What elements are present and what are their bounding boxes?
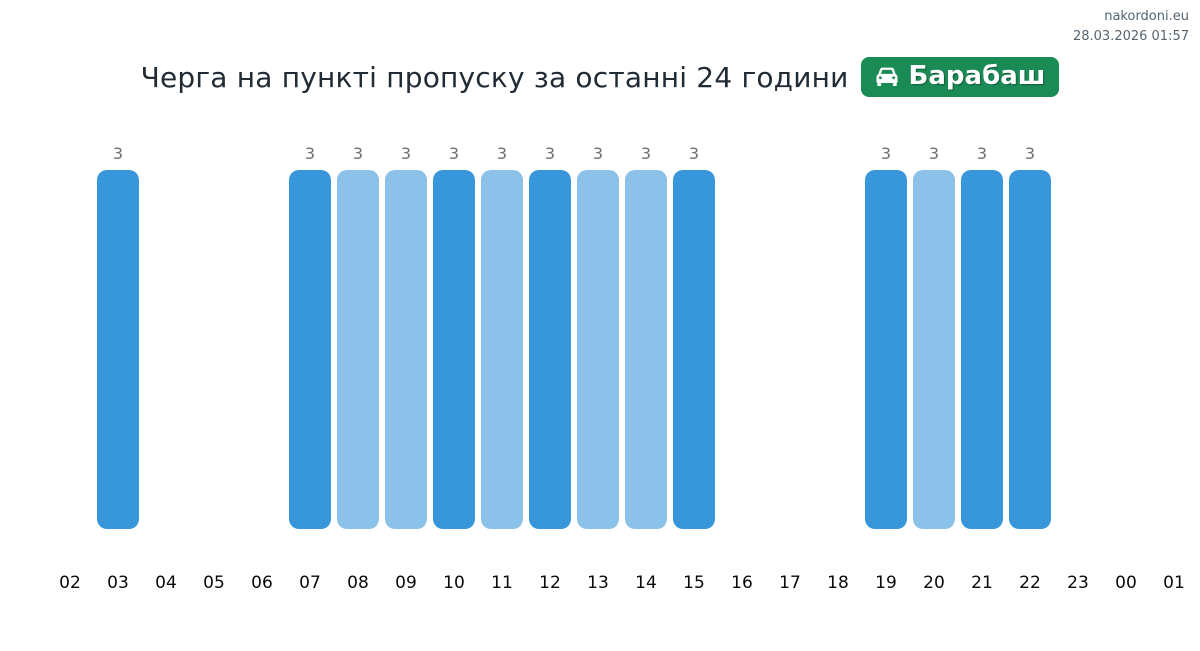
- bar-column: 3: [910, 146, 958, 529]
- timestamp: 28.03.2026 01:57: [1072, 29, 1189, 45]
- x-axis-label: 20: [923, 573, 945, 593]
- checkpoint-badge[interactable]: Барабаш: [860, 57, 1060, 97]
- x-axis-label: 00: [1115, 573, 1137, 593]
- bar[interactable]: [865, 170, 907, 529]
- bar-value-label: 3: [496, 144, 508, 163]
- x-axis-label: 21: [971, 573, 993, 593]
- bar[interactable]: [1009, 170, 1051, 529]
- bar[interactable]: [961, 170, 1003, 529]
- bar-column: 3: [94, 146, 142, 529]
- x-axis-label: 15: [683, 573, 705, 593]
- bar[interactable]: [97, 170, 139, 529]
- bar[interactable]: [913, 170, 955, 529]
- x-axis-label: 02: [59, 573, 81, 593]
- bar-column: 3: [574, 146, 622, 529]
- site-meta: nakordoni.eu 28.03.2026 01:57: [1073, 7, 1189, 47]
- x-axis-label: 14: [635, 573, 657, 593]
- x-axis-label: 09: [395, 573, 417, 593]
- bar-value-label: 3: [688, 144, 700, 163]
- checkpoint-name: Барабаш: [908, 61, 1046, 91]
- bar[interactable]: [433, 170, 475, 529]
- bar[interactable]: [337, 170, 379, 529]
- x-axis-label: 10: [443, 573, 465, 593]
- x-axis-label: 11: [491, 573, 513, 593]
- bar-column: 3: [862, 146, 910, 529]
- x-axis-label: 04: [155, 573, 177, 593]
- x-axis-label: 03: [107, 573, 129, 593]
- x-axis-label: 12: [539, 573, 561, 593]
- bar-value-label: 3: [880, 144, 892, 163]
- x-axis-label: 01: [1163, 573, 1185, 593]
- bar-column: 3: [286, 146, 334, 529]
- bar-chart: 3 3 3 3 3 3 3 3 3 3 3 3 3 3 02 03 04 05 06 07 08 09 10 11 12 13 1…: [46, 134, 1198, 594]
- bar-value-label: 3: [448, 144, 460, 163]
- bar-value-label: 3: [400, 144, 412, 163]
- bar[interactable]: [481, 170, 523, 529]
- bar[interactable]: [625, 170, 667, 529]
- bar-value-label: 3: [592, 144, 604, 163]
- bar[interactable]: [673, 170, 715, 529]
- x-axis-label: 13: [587, 573, 609, 593]
- x-axis-label: 18: [827, 573, 849, 593]
- bar-column: 3: [526, 146, 574, 529]
- bar-column: 3: [382, 146, 430, 529]
- bar-column: 3: [334, 146, 382, 529]
- chart-title: Черга на пункті пропуску за останні 24 г…: [140, 60, 849, 94]
- x-axis-row: 02 03 04 05 06 07 08 09 10 11 12 13 14 15 16 17 18 19 20 21…: [46, 573, 1198, 593]
- bar-value-label: 3: [1024, 144, 1036, 163]
- bar[interactable]: [385, 170, 427, 529]
- bar-column: 3: [622, 146, 670, 529]
- bar-column: 3: [1006, 146, 1054, 529]
- x-axis-label: 08: [347, 573, 369, 593]
- x-axis-label: 05: [203, 573, 225, 593]
- bar-value-label: 3: [544, 144, 556, 163]
- bar[interactable]: [529, 170, 571, 529]
- bar-value-label: 3: [928, 144, 940, 163]
- x-axis-label: 07: [299, 573, 321, 593]
- bar-column: 3: [430, 146, 478, 529]
- x-axis-label: 06: [251, 573, 273, 593]
- bars-row: 3 3 3 3 3 3 3 3 3 3 3 3 3 3: [46, 134, 1198, 529]
- site-name: nakordoni.eu: [1104, 9, 1189, 24]
- bar-value-label: 3: [112, 144, 124, 163]
- x-axis-label: 19: [875, 573, 897, 593]
- x-axis-label: 23: [1067, 573, 1089, 593]
- bar-column: 3: [670, 146, 718, 529]
- x-axis-label: 16: [731, 573, 753, 593]
- x-axis-label: 17: [779, 573, 801, 593]
- x-axis-label: 22: [1019, 573, 1041, 593]
- bar[interactable]: [577, 170, 619, 529]
- bar-value-label: 3: [640, 144, 652, 163]
- bar-column: 3: [478, 146, 526, 529]
- bar-value-label: 3: [976, 144, 988, 163]
- title-bar: Черга на пункті пропуску за останні 24 г…: [0, 57, 1200, 97]
- bar-column: 3: [958, 146, 1006, 529]
- bar[interactable]: [289, 170, 331, 529]
- bar-value-label: 3: [304, 144, 316, 163]
- bar-value-label: 3: [352, 144, 364, 163]
- car-icon: [873, 63, 901, 89]
